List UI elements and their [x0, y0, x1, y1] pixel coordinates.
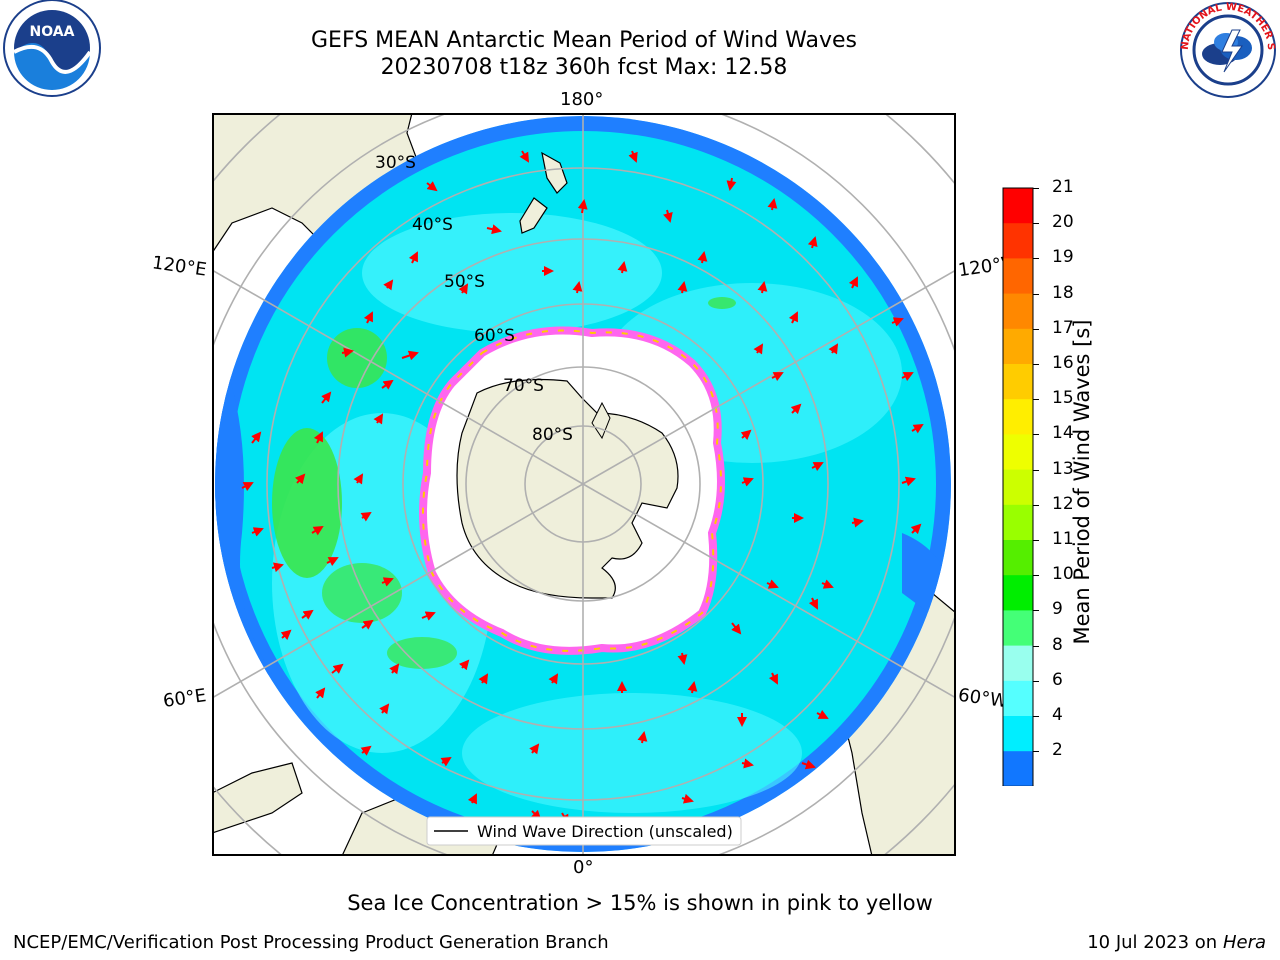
colorbar-band	[1003, 434, 1033, 471]
colorbar-tick-mark	[1033, 680, 1039, 682]
colorbar-band	[1003, 364, 1033, 400]
colorbar-tick-mark	[1033, 645, 1039, 647]
colorbar-tick-mark	[1033, 716, 1039, 717]
colorbar-tick-mark	[1033, 188, 1039, 189]
colorbar-band	[1003, 188, 1033, 224]
colorbar-tick-mark	[1033, 293, 1039, 295]
footer-right: 10 Jul 2023 on Hera	[1087, 932, 1266, 953]
colorbar-label: Mean Period of Wind Waves [s]	[1070, 319, 1094, 645]
colorbar-tick-mark	[1033, 399, 1039, 401]
colorbar-tick-label: 18	[1052, 282, 1074, 303]
colorbar-band	[1003, 751, 1033, 786]
colorbar-tick-label: 6	[1052, 669, 1063, 690]
colorbar-tick-mark	[1033, 258, 1039, 260]
colorbar-band	[1003, 575, 1033, 611]
colorbar-band	[1003, 716, 1033, 752]
colorbar-tick-mark	[1033, 540, 1039, 541]
new-zealand-land	[519, 151, 568, 234]
colorbar-band	[1003, 469, 1033, 506]
lat-label-40s: 40°S	[412, 215, 453, 235]
lat-label-50s: 50°S	[444, 272, 485, 292]
colorbar-band	[1003, 645, 1033, 682]
chart-title: GEFS MEAN Antarctic Mean Period of Wind …	[311, 28, 857, 53]
nws-logo: NATIONAL WEATHER SERVICE	[1176, 0, 1276, 98]
colorbar-tick-mark	[1033, 751, 1039, 753]
lat-label-70s: 70°S	[503, 376, 544, 396]
lon-label-0: 0°	[573, 857, 594, 878]
colorbar-band	[1003, 293, 1033, 330]
colorbar-tick-label: 16	[1052, 353, 1074, 373]
colorbar-tick-label: 12	[1052, 493, 1074, 514]
colorbar-tick-label: 17	[1052, 317, 1074, 338]
colorbar-band	[1003, 258, 1033, 295]
svg-text:NOAA: NOAA	[30, 24, 75, 40]
colorbar-tick-mark	[1033, 504, 1039, 506]
colorbar-band	[1003, 328, 1033, 365]
wind-wave-arrows	[241, 150, 924, 825]
colorbar-tick-label: 4	[1052, 705, 1063, 725]
colorbar-tick-mark	[1033, 328, 1039, 330]
sea-ice-caption: Sea Ice Concentration > 15% is shown in …	[347, 891, 933, 915]
colorbar-tick-label: 2	[1052, 740, 1063, 761]
colorbar-tick-mark	[1033, 575, 1039, 577]
lat-label-30s: 30°S	[375, 153, 416, 173]
colorbar-tick-label: 20	[1052, 212, 1074, 233]
green-region-west	[272, 428, 342, 578]
lat-label-80s: 80°S	[532, 425, 573, 445]
colorbar-tick-mark	[1033, 610, 1039, 612]
colorbar-band	[1003, 610, 1033, 647]
polar-map: 30°S 40°S 50°S 60°S 70°S 80°S Wind Wave …	[212, 113, 956, 856]
colorbar-tick-label: 8	[1052, 634, 1063, 655]
footer-host: Hera	[1222, 932, 1266, 953]
colorbar-tick-label: 21	[1052, 177, 1074, 197]
colorbar	[1002, 187, 1034, 786]
colorbar-frame	[1002, 187, 1034, 786]
colorbar-band	[1003, 504, 1033, 541]
colorbar-tick-mark	[1033, 434, 1039, 436]
colorbar-band	[1003, 680, 1033, 717]
lon-label-60e: 60°E	[161, 685, 208, 712]
colorbar-tick-mark	[1033, 469, 1039, 471]
noaa-logo: NOAA	[3, 0, 101, 97]
colorbar-tick-label: 13	[1052, 458, 1074, 479]
legend-label: Wind Wave Direction (unscaled)	[477, 822, 733, 841]
map-frame	[212, 113, 956, 856]
lon-label-180: 180°	[560, 89, 604, 110]
lat-label-60s: 60°S	[474, 326, 515, 346]
colorbar-tick-label: 15	[1052, 388, 1074, 409]
chart-subtitle: 20230708 t18z 360h fcst Max: 12.58	[380, 55, 788, 80]
colorbar-band	[1003, 399, 1033, 435]
colorbar-band	[1003, 223, 1033, 259]
legend-box	[426, 816, 742, 846]
colorbar-band	[1003, 540, 1033, 576]
colorbar-tick-mark	[1033, 223, 1039, 225]
colorbar-tick-label: 9	[1052, 599, 1063, 620]
colorbar-tick-label: 10	[1052, 564, 1074, 585]
colorbar-tick-label: 14	[1052, 423, 1074, 444]
colorbar-tick-label: 11	[1052, 529, 1074, 549]
lon-label-120e: 120°E	[150, 252, 208, 281]
colorbar-tick-label: 19	[1052, 247, 1074, 268]
footer-left: NCEP/EMC/Verification Post Processing Pr…	[13, 932, 609, 953]
colorbar-tick-mark	[1033, 364, 1039, 365]
footer-date: 10 Jul 2023 on	[1087, 932, 1223, 953]
